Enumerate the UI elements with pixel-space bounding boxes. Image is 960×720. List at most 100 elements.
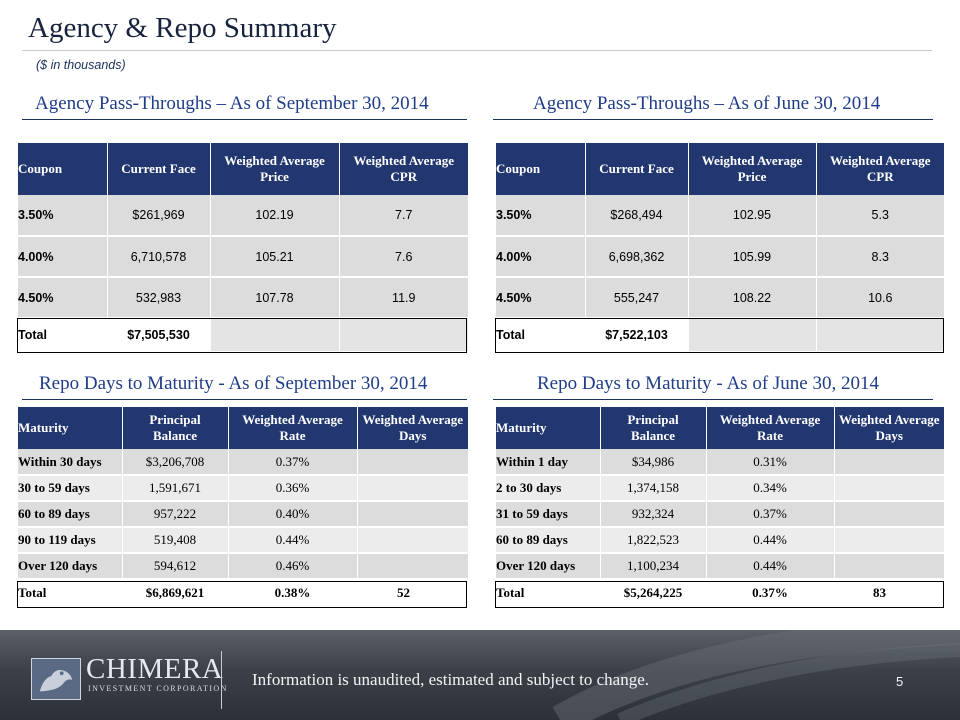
table-cell: 102.95 xyxy=(688,195,817,237)
table-cell xyxy=(834,553,944,580)
table-cell: Within 30 days xyxy=(18,449,123,476)
total-cell: 52 xyxy=(357,579,468,605)
total-cell: $7,522,103 xyxy=(585,318,689,351)
table-cell: 0.44% xyxy=(706,553,835,580)
table-cell: 0.36% xyxy=(228,475,358,502)
repo-jun-heading-rule xyxy=(493,399,933,400)
table-cell: 4.50% xyxy=(18,277,108,319)
column-header: Maturity xyxy=(18,407,123,449)
title-divider xyxy=(22,50,932,51)
table-cell: 60 to 89 days xyxy=(18,501,123,528)
table-cell xyxy=(357,449,468,476)
table-cell xyxy=(357,553,468,580)
logo-subtitle: INVESTMENT CORPORATION xyxy=(88,684,228,693)
page-title: Agency & Repo Summary xyxy=(28,12,337,44)
table-cell: 6,698,362 xyxy=(585,236,689,278)
page-number: 5 xyxy=(896,674,904,689)
table-cell: Over 120 days xyxy=(18,553,123,580)
chimera-logo-icon xyxy=(31,658,81,700)
table-cell: 0.37% xyxy=(706,501,835,528)
column-header: Weighted Average Days xyxy=(357,407,468,449)
table-cell: 957,222 xyxy=(122,501,229,528)
table-cell: 7.7 xyxy=(339,195,468,237)
table-cell xyxy=(834,501,944,528)
table-row: 3.50% $268,494 102.95 5.3 xyxy=(496,195,944,237)
table-row: 60 to 89 days 957,222 0.40% xyxy=(18,501,468,528)
repo-jun-table: Maturity Principal Balance Weighted Aver… xyxy=(496,407,944,605)
table-row: 2 to 30 days 1,374,158 0.34% xyxy=(496,475,944,502)
table-cell: 10.6 xyxy=(816,277,944,319)
table-cell: 4.00% xyxy=(18,236,108,278)
column-header: Weighted Average CPR xyxy=(339,143,468,195)
table-cell: 519,408 xyxy=(122,527,229,554)
footer-divider xyxy=(221,651,222,709)
table-cell: 105.99 xyxy=(688,236,817,278)
table-cell: 1,374,158 xyxy=(600,475,707,502)
table-row: 3.50% $261,969 102.19 7.7 xyxy=(18,195,468,237)
column-header: Maturity xyxy=(496,407,601,449)
column-header: Current Face xyxy=(585,143,689,195)
table-row: 4.00% 6,698,362 105.99 8.3 xyxy=(496,236,944,278)
total-row: Total $5,264,225 0.37% 83 xyxy=(496,579,944,605)
table-row: 30 to 59 days 1,591,671 0.36% xyxy=(18,475,468,502)
table-cell: 11.9 xyxy=(339,277,468,319)
table-cell: 555,247 xyxy=(585,277,689,319)
table-cell: 0.31% xyxy=(706,449,835,476)
column-header: Weighted Average Days xyxy=(834,407,944,449)
column-header: Weighted Average Rate xyxy=(228,407,358,449)
table-cell xyxy=(357,527,468,554)
column-header: Weighted Average Rate xyxy=(706,407,835,449)
agency-sep-table: Coupon Current Face Weighted Average Pri… xyxy=(18,143,468,351)
table-row: Within 1 day $34,986 0.31% xyxy=(496,449,944,476)
table-cell xyxy=(834,475,944,502)
total-cell: $7,505,530 xyxy=(107,318,211,351)
table-row: 31 to 59 days 932,324 0.37% xyxy=(496,501,944,528)
agency-jun-table: Coupon Current Face Weighted Average Pri… xyxy=(496,143,944,351)
total-cell xyxy=(210,318,340,351)
table-cell: 0.40% xyxy=(228,501,358,528)
agency-sep-heading: Agency Pass-Throughs – As of September 3… xyxy=(35,93,429,114)
table-cell: 4.50% xyxy=(496,277,586,319)
table-row: Over 120 days 1,100,234 0.44% xyxy=(496,553,944,580)
total-label: Total xyxy=(496,579,601,605)
table-cell xyxy=(357,475,468,502)
column-header: Weighted Average CPR xyxy=(816,143,944,195)
agency-jun-heading-rule xyxy=(493,119,933,120)
table-cell: 105.21 xyxy=(210,236,340,278)
disclaimer-text: Information is unaudited, estimated and … xyxy=(252,670,650,689)
table-cell: $261,969 xyxy=(107,195,211,237)
column-header: Weighted Average Price xyxy=(210,143,340,195)
table-header-row: Coupon Current Face Weighted Average Pri… xyxy=(18,143,468,195)
table-cell: 1,822,523 xyxy=(600,527,707,554)
total-cell: 0.37% xyxy=(706,579,835,605)
table-cell: 7.6 xyxy=(339,236,468,278)
table-cell: Over 120 days xyxy=(496,553,601,580)
table-cell: 107.78 xyxy=(210,277,340,319)
table-cell: 0.46% xyxy=(228,553,358,580)
table-row: Over 120 days 594,612 0.46% xyxy=(18,553,468,580)
logo-wordmark: CHIMERA xyxy=(86,653,224,685)
column-header: Current Face xyxy=(107,143,211,195)
table-cell: 8.3 xyxy=(816,236,944,278)
table-cell: 932,324 xyxy=(600,501,707,528)
table-cell: 532,983 xyxy=(107,277,211,319)
table-cell: 5.3 xyxy=(816,195,944,237)
table-cell xyxy=(834,527,944,554)
table-cell xyxy=(834,449,944,476)
table-row: 4.50% 532,983 107.78 11.9 xyxy=(18,277,468,319)
table-cell: 1,591,671 xyxy=(122,475,229,502)
table-row: 4.50% 555,247 108.22 10.6 xyxy=(496,277,944,319)
table-cell: 3.50% xyxy=(18,195,108,237)
table-cell: 31 to 59 days xyxy=(496,501,601,528)
table-cell: 4.00% xyxy=(496,236,586,278)
total-cell: $6,869,621 xyxy=(122,579,229,605)
table-cell: $3,206,708 xyxy=(122,449,229,476)
table-cell: 594,612 xyxy=(122,553,229,580)
footer-arc-decoration xyxy=(552,630,960,720)
table-header-row: Maturity Principal Balance Weighted Aver… xyxy=(18,407,468,449)
table-cell: 1,100,234 xyxy=(600,553,707,580)
table-row: Within 30 days $3,206,708 0.37% xyxy=(18,449,468,476)
repo-sep-heading: Repo Days to Maturity - As of September … xyxy=(39,373,428,394)
total-label: Total xyxy=(18,318,108,351)
total-cell: 83 xyxy=(834,579,944,605)
